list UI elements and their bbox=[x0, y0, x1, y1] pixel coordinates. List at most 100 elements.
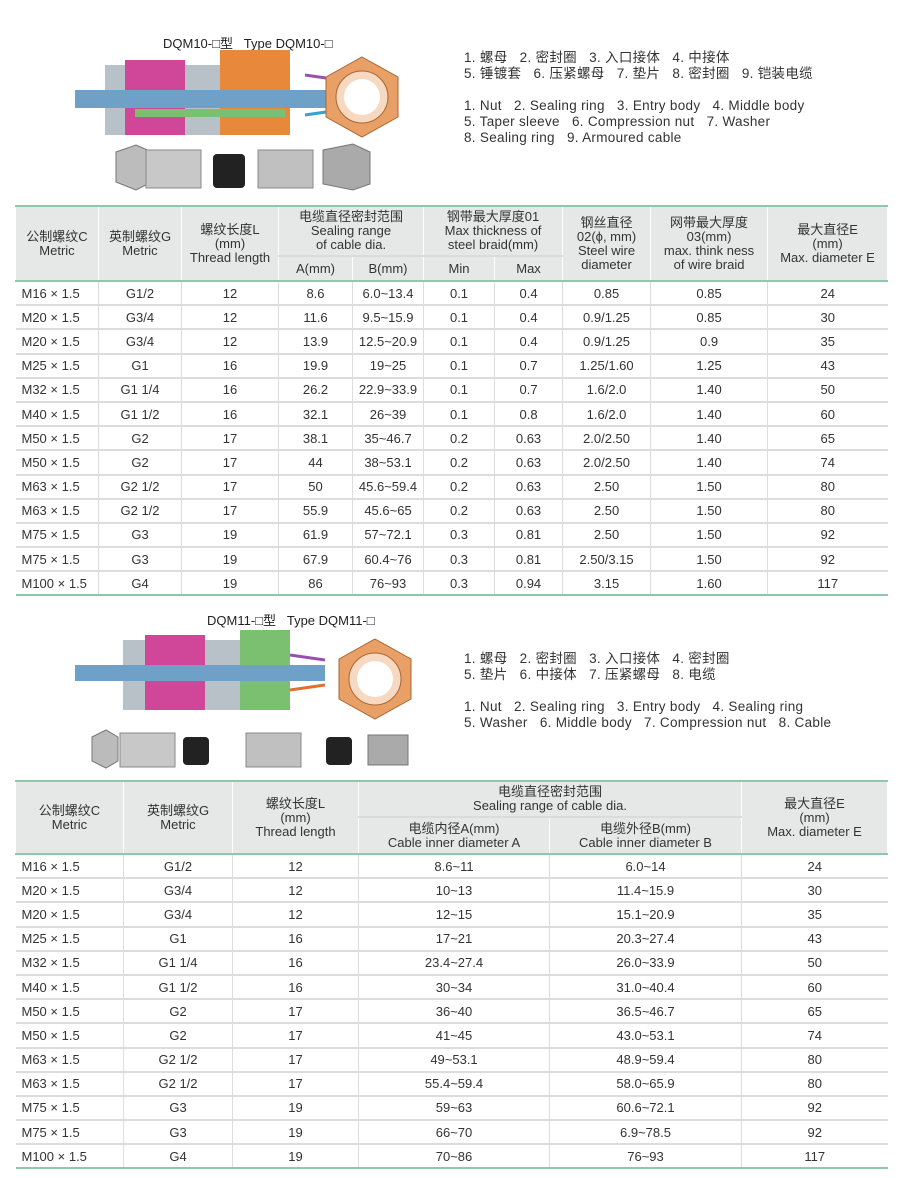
legend-cn-line: 5. 垫片 6. 中接体 7. 压紧螺母 8. 电缆 bbox=[464, 667, 716, 682]
table-cell: 26.2 bbox=[278, 377, 353, 403]
table-cell: M50 × 1.5 bbox=[15, 1023, 124, 1049]
table-cell: 12~15 bbox=[358, 902, 550, 928]
table-cell: 11.6 bbox=[278, 305, 353, 331]
table-cell: 43 bbox=[767, 353, 888, 379]
table-cell: 1.40 bbox=[650, 450, 768, 476]
table-cell: G1/2 bbox=[123, 854, 233, 880]
table-cell: 2.0/2.50 bbox=[562, 450, 651, 476]
table-cell: 1.6/2.0 bbox=[562, 377, 651, 403]
table-cell: 17 bbox=[181, 450, 279, 476]
table-cell: 80 bbox=[767, 498, 888, 524]
table-row: M20 × 1.5 G3/4 12 11.6 9.5~15.9 0.1 0.4 0.9/1.2… bbox=[15, 305, 888, 331]
legend-en-line: 5. Washer 6. Middle body 7. Compression … bbox=[464, 715, 832, 730]
table-cell: 117 bbox=[741, 1144, 888, 1170]
table-cell: 20.3~27.4 bbox=[548, 926, 742, 952]
table-cell: 38~53.1 bbox=[351, 450, 424, 476]
table-row: M50 × 1.5 G2 17 38.1 35~46.7 0.2 0.63 2.0/2.50 1… bbox=[15, 426, 888, 452]
table-cell: 0.2 bbox=[423, 426, 495, 452]
table-cell: 0.2 bbox=[423, 450, 495, 476]
table-cell: 0.8 bbox=[494, 401, 563, 428]
header-inner-diameter-a: 电缆内径A(mm) Cable inner diameter A bbox=[358, 817, 550, 855]
table-cell: 0.9 bbox=[650, 329, 768, 355]
table-cell: G2 1/2 bbox=[98, 498, 182, 524]
table-cell: M50 × 1.5 bbox=[15, 450, 99, 476]
table-cell: 6.0~14 bbox=[548, 854, 742, 880]
table-cell: M63 × 1.5 bbox=[15, 474, 99, 500]
table-cell: G3/4 bbox=[98, 329, 182, 355]
table-cell: 3.15 bbox=[562, 571, 651, 597]
table-cell: 12 bbox=[181, 305, 279, 331]
table-cell: G2 bbox=[123, 999, 233, 1025]
table-cell: 44 bbox=[278, 450, 353, 476]
table-cell: 2.50 bbox=[562, 474, 651, 500]
table-cell: 57~72.1 bbox=[351, 522, 424, 549]
table-cell: 31.0~40.4 bbox=[548, 974, 742, 1001]
table-cell: 16 bbox=[232, 926, 359, 952]
header-thread-length: 螺纹长度L (mm) Thread length bbox=[232, 780, 359, 855]
table-cell: M63 × 1.5 bbox=[15, 498, 99, 524]
header-b: B(mm) bbox=[351, 256, 425, 282]
table-row: M16 × 1.5 G1/2 12 8.6~11 6.0~14 24 bbox=[15, 854, 888, 880]
table-row: M75 × 1.5 G3 19 59~63 60.6~72.1 92 bbox=[15, 1095, 888, 1122]
table-row: M63 × 1.5 G2 1/2 17 49~53.1 48.9~59.4 80 bbox=[15, 1047, 888, 1073]
table-cell: 30~34 bbox=[358, 974, 550, 1001]
table-row: M75 × 1.5 G3 19 61.9 57~72.1 0.3 0.81 2.50 1.50 9… bbox=[15, 522, 888, 549]
table-cell: G1 1/2 bbox=[98, 401, 182, 428]
table-cell: 12.5~20.9 bbox=[351, 329, 424, 355]
table-cell: 0.63 bbox=[494, 426, 563, 452]
table-cell: 0.81 bbox=[494, 522, 563, 549]
dqm11-cross-section-diagram bbox=[75, 630, 325, 710]
header-steel-braid: 钢带最大厚度01 Max thickness of steel braid(mm) bbox=[423, 205, 564, 257]
table-cell: 0.3 bbox=[423, 547, 495, 573]
header-sealing-range: 电缆直径密封范围 Sealing range of cable dia. bbox=[357, 780, 743, 818]
table-cell: 17 bbox=[232, 1047, 359, 1073]
table-cell: G2 bbox=[98, 450, 182, 476]
table-cell: 11.4~15.9 bbox=[548, 878, 742, 904]
table-cell: 17 bbox=[181, 426, 279, 452]
table-row: M32 × 1.5 G1 1/4 16 23.4~27.4 26.0~33.9 50 bbox=[15, 950, 888, 976]
table-row: M75 × 1.5 G3 19 67.9 60.4~76 0.3 0.81 2.50/3.15… bbox=[15, 547, 888, 573]
table-cell: 1.50 bbox=[650, 522, 768, 549]
table-cell: M100 × 1.5 bbox=[15, 1144, 124, 1170]
table-cell: G4 bbox=[123, 1144, 233, 1170]
table-cell: 80 bbox=[741, 1047, 888, 1073]
table-cell: G1 bbox=[123, 926, 233, 952]
table-cell: 17~21 bbox=[358, 926, 550, 952]
table-row: M25 × 1.5 G1 16 19.9 19~25 0.1 0.7 1.25/1.60 1.2… bbox=[15, 353, 888, 379]
table-cell: 17 bbox=[232, 1071, 359, 1097]
table-cell: 0.85 bbox=[562, 281, 651, 307]
table-cell: 61.9 bbox=[278, 522, 353, 549]
table-cell: 0.7 bbox=[494, 353, 563, 379]
table-cell: G2 1/2 bbox=[123, 1047, 233, 1073]
table-cell: G1 bbox=[98, 353, 182, 379]
table-cell: 36.5~46.7 bbox=[548, 999, 742, 1025]
legend-en-line: 8. Sealing ring 9. Armoured cable bbox=[464, 130, 682, 145]
table-cell: 0.3 bbox=[423, 571, 495, 597]
table-cell: G3 bbox=[98, 522, 182, 549]
section2-title: DQM11-□型 Type DQM11-□ bbox=[207, 613, 375, 628]
legend-en-line: 1. Nut 2. Sealing ring 3. Entry body 4. … bbox=[464, 699, 804, 714]
table-cell: M32 × 1.5 bbox=[15, 377, 99, 403]
table-cell: 48.9~59.4 bbox=[548, 1047, 742, 1073]
table-row: M20 × 1.5 G3/4 12 10~13 11.4~15.9 30 bbox=[15, 878, 888, 904]
hex-nut-end-view bbox=[338, 638, 412, 720]
table-cell: 16 bbox=[181, 377, 279, 403]
table-row: M50 × 1.5 G2 17 36~40 36.5~46.7 65 bbox=[15, 999, 888, 1025]
hex-nut-end-view bbox=[325, 56, 399, 138]
table-cell: 26~39 bbox=[351, 401, 424, 428]
table-cell: 60.4~76 bbox=[351, 547, 424, 573]
table-cell: 2.50 bbox=[562, 498, 651, 524]
dqm10-parts-photo bbox=[115, 143, 371, 191]
table-cell: 0.1 bbox=[423, 377, 495, 403]
table-cell: M50 × 1.5 bbox=[15, 999, 124, 1025]
table-cell: 50 bbox=[767, 377, 888, 403]
table-cell: 17 bbox=[181, 498, 279, 524]
header-min: Min bbox=[423, 256, 496, 282]
section1-title: DQM10-□型 Type DQM10-□ bbox=[163, 36, 333, 51]
table-row: M63 × 1.5 G2 1/2 17 50 45.6~59.4 0.2 0.63 2.50 1… bbox=[15, 474, 888, 500]
table-cell: M75 × 1.5 bbox=[15, 522, 99, 549]
table-cell: 1.50 bbox=[650, 498, 768, 524]
dqm11-spec-table: 公制螺纹C Metric 英制螺纹G Metric 螺纹长度L (mm) Thread … bbox=[15, 780, 889, 1170]
table-cell: G2 1/2 bbox=[98, 474, 182, 500]
table-cell: 6.0~13.4 bbox=[351, 281, 424, 307]
